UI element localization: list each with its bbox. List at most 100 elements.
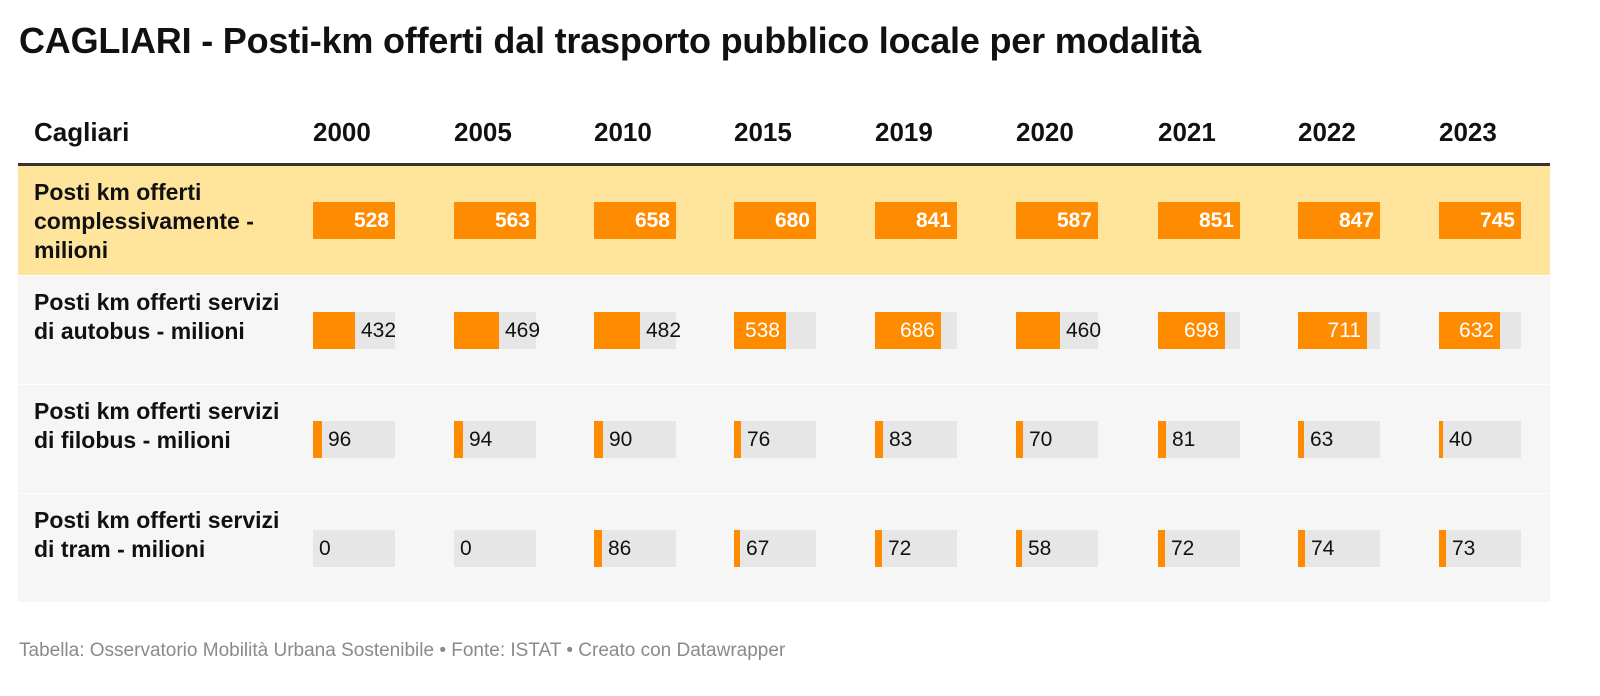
bar-track (1439, 421, 1521, 458)
table-row: Posti km offerti servizi di tram - milio… (18, 494, 1550, 603)
value-label: 81 (1172, 428, 1196, 451)
value-label: 40 (1449, 428, 1473, 451)
bar-cell: 432 (313, 312, 397, 349)
bar-cell: 40 (1439, 421, 1521, 458)
bar-track (594, 421, 676, 458)
value-bar (594, 530, 602, 567)
bar-cell: 658 (594, 202, 676, 239)
value-bar (1439, 312, 1500, 349)
bar-track (454, 530, 536, 567)
value-label: 686 (899, 319, 935, 342)
value-bar (875, 421, 883, 458)
bar-cell: 86 (594, 530, 676, 567)
value-label: 745 (1479, 209, 1515, 232)
bar-cell: 851 (1158, 202, 1240, 239)
value-label: 0 (460, 537, 472, 560)
bar-cell: 72 (1158, 530, 1240, 567)
bar-cell: 58 (1016, 530, 1098, 567)
value-label: 698 (1183, 319, 1219, 342)
value-label: 847 (1338, 209, 1374, 232)
bar-cell: 686 (875, 312, 957, 349)
column-header: 2015 (734, 117, 792, 147)
value-label: 563 (494, 209, 530, 232)
value-label: 90 (609, 428, 633, 451)
value-label: 72 (888, 537, 912, 560)
bar-track (1298, 421, 1380, 458)
bar-cell: 0 (313, 530, 395, 567)
column-header: 2023 (1439, 117, 1497, 147)
value-label: 680 (774, 209, 810, 232)
value-label: 96 (328, 428, 352, 451)
value-bar (734, 312, 786, 349)
bar-track (1016, 421, 1098, 458)
value-label: 469 (505, 319, 541, 342)
value-bar (1298, 312, 1367, 349)
value-bar (734, 530, 740, 567)
value-bar (875, 530, 882, 567)
bar-cell: 528 (313, 202, 395, 239)
footer-credits: Tabella: Osservatorio Mobilità Urbana So… (19, 640, 786, 661)
column-header: 2000 (313, 117, 371, 147)
bar-cell: 83 (875, 421, 957, 458)
value-label: 658 (634, 209, 670, 232)
bar-cell: 587 (1016, 202, 1098, 239)
bar-track (1158, 530, 1240, 567)
value-bar (313, 312, 355, 349)
value-bar (594, 312, 640, 349)
bar-track (594, 530, 676, 567)
bar-cell: 745 (1439, 202, 1521, 239)
value-bar (1016, 202, 1098, 239)
value-bar (454, 202, 536, 239)
value-label: 432 (361, 319, 397, 342)
data-table: Cagliari 2000 2005 2010 2015 2019 2020 2021 202… (18, 105, 1550, 603)
value-bar (454, 312, 499, 349)
bar-cell: 67 (734, 530, 816, 567)
value-label: 460 (1066, 319, 1102, 342)
bar-cell: 72 (875, 530, 957, 567)
value-bar (1298, 530, 1305, 567)
row-label: Posti km offerti complessivamente - mili… (34, 179, 254, 263)
table-row: Posti km offerti complessivamente - mili… (18, 166, 1550, 276)
column-header: 2010 (594, 117, 652, 147)
bar-cell: 96 (313, 421, 395, 458)
bar-track (1158, 421, 1240, 458)
value-label: 528 (353, 209, 389, 232)
bar-track (1016, 530, 1098, 567)
value-bar (1298, 421, 1304, 458)
value-bar (313, 421, 322, 458)
value-label: 0 (319, 537, 331, 560)
bar-track (313, 530, 395, 567)
value-bar (1439, 530, 1446, 567)
bar-cell: 70 (1016, 421, 1098, 458)
value-label: 841 (915, 209, 951, 232)
bar-cell: 847 (1298, 202, 1380, 239)
value-bar (1158, 312, 1225, 349)
bar-cell: 841 (875, 202, 957, 239)
bar-cell: 94 (454, 421, 536, 458)
bar-cell: 0 (454, 530, 536, 567)
value-label: 73 (1452, 537, 1476, 560)
bar-cell: 680 (734, 202, 816, 239)
column-header: 2005 (454, 117, 512, 147)
bar-track (875, 421, 957, 458)
bar-cell: 482 (594, 312, 681, 349)
value-label: 538 (744, 319, 780, 342)
value-bar (594, 202, 676, 239)
value-label: 67 (746, 537, 770, 560)
value-label: 851 (1198, 209, 1234, 232)
value-label: 83 (889, 428, 913, 451)
value-bar (1016, 421, 1023, 458)
bar-cell: 563 (454, 202, 536, 239)
value-bar (1439, 202, 1521, 239)
table-row: Posti km offerti servizi di filobus - mi… (18, 385, 1550, 494)
bar-track (734, 421, 816, 458)
row-header-label: Cagliari (34, 117, 130, 147)
value-bar (1016, 530, 1022, 567)
value-label: 76 (747, 428, 771, 451)
bar-cell: 538 (734, 312, 816, 349)
page-title: CAGLIARI - Posti-km offerti dal trasport… (19, 20, 1202, 61)
value-bar (734, 202, 816, 239)
bar-cell: 698 (1158, 312, 1240, 349)
row-label: Posti km offerti servizi di autobus - mi… (34, 289, 280, 344)
table-body: Posti km offerti complessivamente - mili… (18, 166, 1550, 603)
